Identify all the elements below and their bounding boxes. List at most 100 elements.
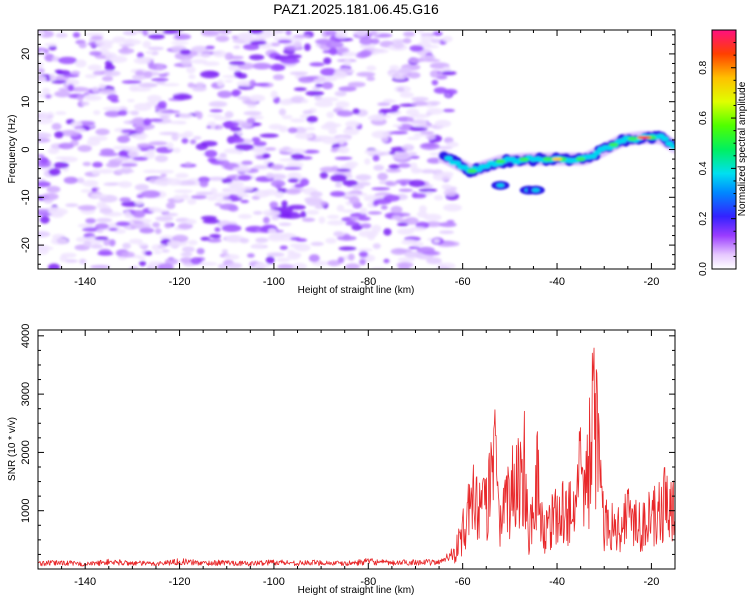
noise-speckle [327,260,341,267]
noise-speckle [103,70,121,77]
noise-speckle [268,123,283,130]
noise-speckle [74,128,86,133]
noise-speckle [439,222,457,228]
spectrogram-y-tick-label: 10 [20,96,32,108]
noise-speckle [249,54,265,61]
noise-speckle [117,110,128,116]
noise-speckle [388,164,401,170]
noise-speckle [399,92,414,98]
noise-speckle [359,37,374,45]
noise-speckle [90,35,104,40]
noise-speckle [359,207,368,215]
noise-speckle [108,227,118,231]
noise-speckle [443,203,462,212]
noise-speckle [219,203,238,211]
noise-speckle [323,57,332,65]
noise-speckle [301,99,309,104]
noise-speckle [217,79,224,87]
noise-speckle [364,149,382,155]
noise-speckle [306,210,320,215]
noise-speckle [156,169,174,174]
noise-speckle [173,194,183,201]
noise-speckle [281,115,293,120]
noise-speckle [188,74,196,80]
noise-speckle [125,38,134,44]
noise-speckle [127,150,140,158]
noise-speckle [319,171,328,179]
noise-speckle [148,261,161,268]
noise-speckle [378,113,385,121]
noise-speckle [199,180,209,188]
noise-speckle [302,110,314,115]
noise-speckle [76,95,84,101]
noise-speckle [416,246,435,254]
noise-speckle [431,79,439,86]
noise-speckle [213,116,231,121]
noise-speckle [338,146,350,154]
noise-speckle [330,148,338,153]
noise-speckle [217,90,233,99]
noise-speckle [90,244,104,249]
noise-speckle [144,250,153,256]
noise-speckle [172,147,181,153]
noise-speckle [358,251,369,258]
noise-speckle [385,181,398,187]
noise-speckle [119,43,135,47]
noise-speckle [115,168,135,174]
noise-speckle [53,161,69,169]
noise-speckle [38,246,54,251]
noise-speckle [55,32,68,38]
noise-speckle [38,132,52,139]
noise-speckle [232,166,252,172]
noise-speckle [171,41,189,45]
noise-speckle [267,228,277,234]
noise-speckle [104,110,122,118]
noise-speckle [200,140,218,147]
noise-speckle [118,181,133,188]
noise-speckle [253,211,263,215]
noise-speckle [160,173,167,178]
noise-speckle [95,39,114,46]
signal-hotspot [608,142,619,147]
noise-speckle [156,64,165,71]
noise-speckle [263,216,270,224]
noise-speckle [441,184,452,190]
noise-speckle [392,152,411,161]
noise-speckle [270,179,286,188]
signal-mid [453,160,461,166]
noise-speckle [198,261,218,266]
noise-speckle [126,99,135,103]
noise-speckle [269,201,279,209]
noise-speckle [180,193,190,200]
noise-speckle [442,108,455,113]
noise-speckle [70,70,81,75]
noise-speckle [338,86,357,92]
noise-speckle [219,152,227,158]
spectrogram-y-tick-label: -10 [20,189,32,205]
noise-speckle [222,121,240,128]
spectrogram-y-axis-label: Frequency (Hz) [7,115,18,184]
noise-speckle [325,237,337,244]
noise-speckle [90,193,108,198]
noise-speckle [154,177,171,186]
noise-speckle [377,172,388,181]
noise-speckle [132,223,152,228]
snr-axes: -140 -120 -100 -80 -60 -40 -20 1000 2000 3000 4000 [20,324,676,588]
noise-speckle [422,45,440,49]
noise-speckle [253,165,270,170]
noise-speckle [225,234,245,243]
spectrogram-signal-track [437,130,675,195]
noise-speckle [418,205,427,213]
noise-speckle [48,168,61,176]
noise-speckle [408,246,420,250]
noise-speckle [398,67,412,75]
spectrogram-x-tick-label: -140 [74,276,96,288]
noise-speckle [54,90,71,98]
noise-speckle [181,137,189,144]
noise-speckle [77,223,95,228]
noise-speckle [121,251,135,258]
noise-speckle [286,148,307,154]
noise-speckle [177,223,193,230]
noise-speckle [103,182,119,186]
noise-speckle [409,126,428,132]
